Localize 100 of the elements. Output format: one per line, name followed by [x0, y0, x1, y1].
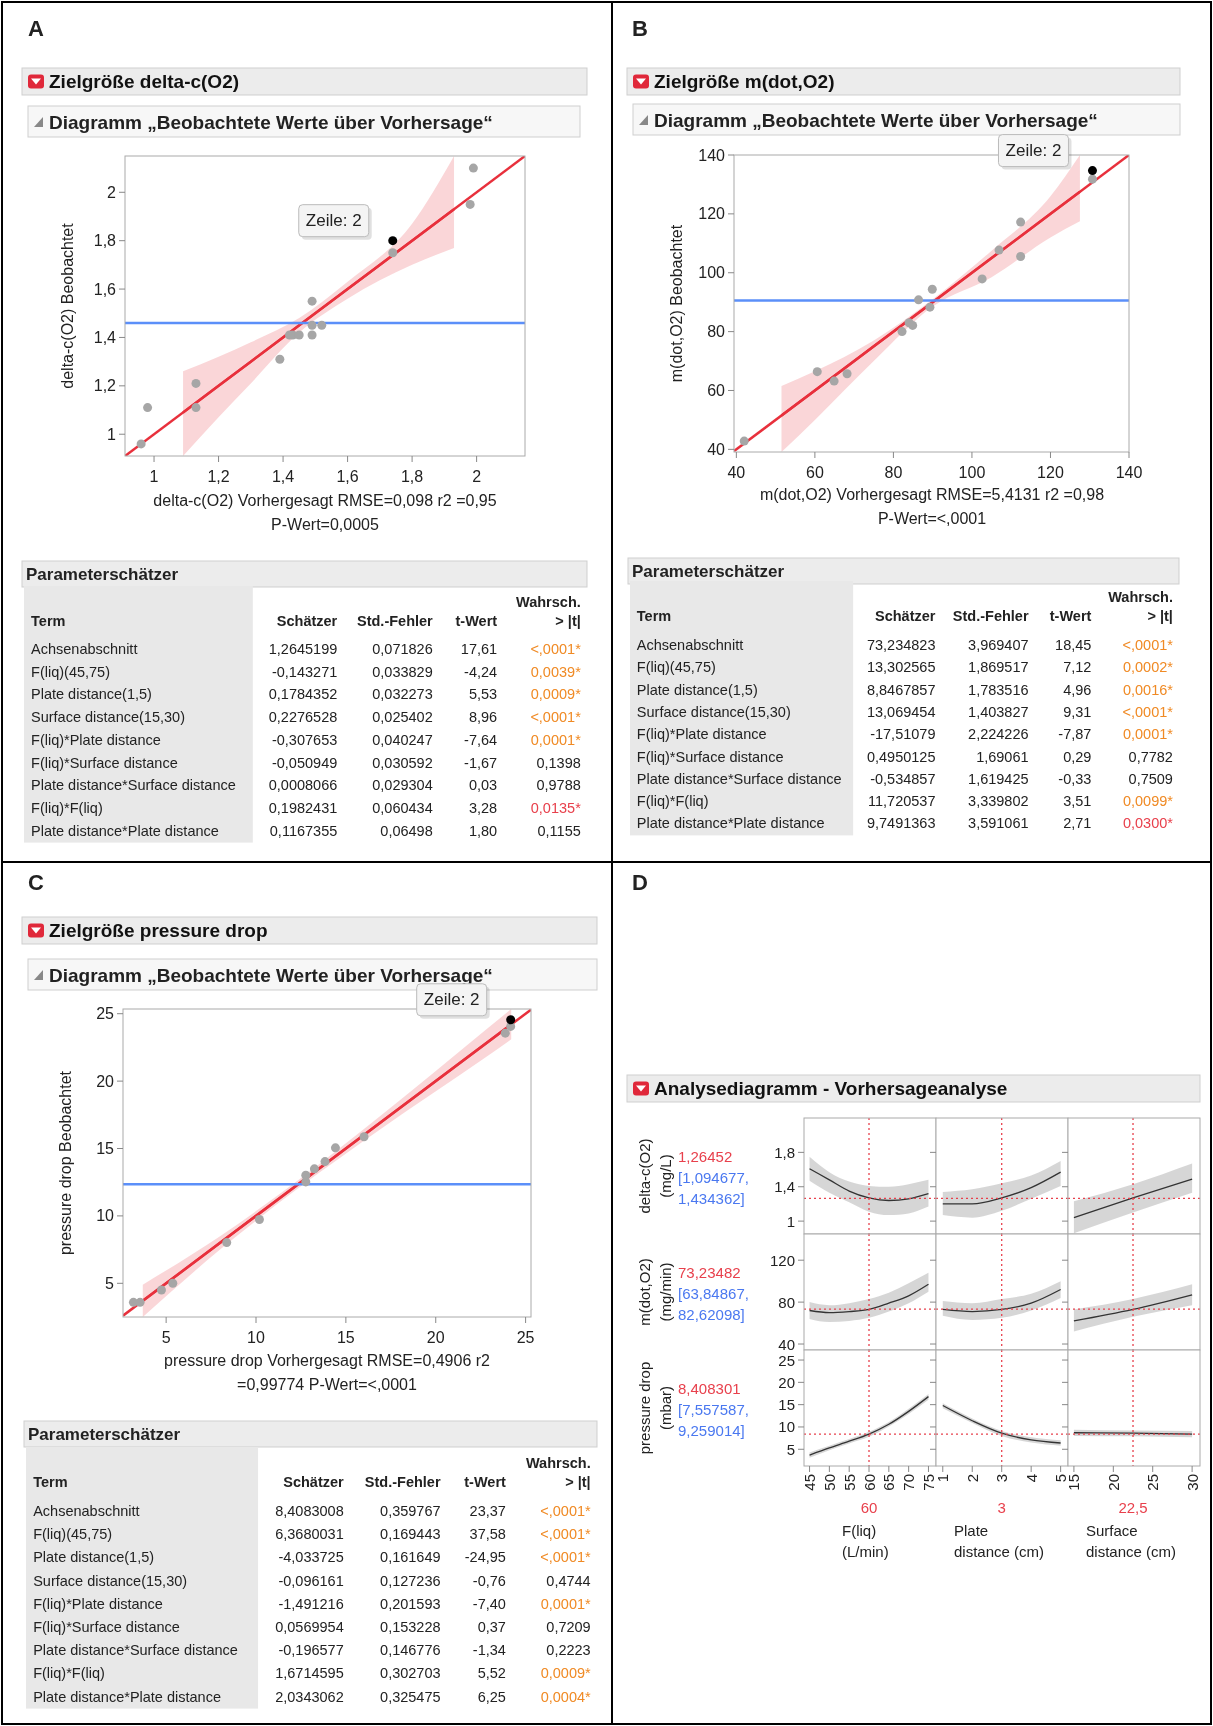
text: 0,033829	[372, 663, 433, 680]
text: C	[28, 870, 44, 895]
x-tick-label: 3	[993, 1474, 1011, 1483]
text: -4,033725	[278, 1549, 344, 1566]
y-axis-title: pressure drop Beobachtet	[57, 1070, 74, 1256]
text: 1,6714595	[275, 1665, 344, 1682]
text: 17,61	[460, 641, 498, 657]
x-tick-label: 25	[516, 1329, 535, 1346]
y-axis-title: m(dot,O2) (mg/min)	[636, 1258, 674, 1326]
x-tick-label: 80	[884, 464, 903, 481]
text: 8,96	[468, 709, 498, 726]
ref-line-label: 22,5	[1118, 1498, 1148, 1516]
category-label: Std.-Fehler	[357, 613, 434, 629]
y-tick-label: 1,8	[93, 232, 117, 250]
text: 0,127236	[380, 1572, 441, 1589]
y-tick-label: 120	[698, 205, 726, 223]
chart-subtitle: Diagramm „Beobachtete Werte über Vorhersage“	[49, 111, 493, 133]
text: 0,0001*	[530, 731, 581, 748]
y-tick-label: 80	[707, 323, 726, 341]
x-tick-label: 1,6	[336, 468, 359, 485]
category-label: Achsenabschnitt	[31, 641, 138, 657]
y-tick-label: 5	[105, 1274, 115, 1292]
x-axis-title: pressure drop Vorhergesagt RMSE=0,4906 r2 =0,99774 P-Wert=<,0001	[164, 1352, 491, 1393]
text: 0,201593	[380, 1595, 441, 1612]
text: -4,24	[464, 663, 498, 680]
text: 0,9788	[536, 777, 581, 794]
y-tick-label: 5	[786, 1440, 795, 1458]
text: -0,33	[1058, 770, 1092, 787]
text: 0,7782	[1128, 748, 1173, 765]
category-label: Schätzer	[283, 1474, 345, 1490]
category-label: t-Wert	[455, 613, 498, 629]
text: -0,76	[472, 1572, 506, 1589]
text: <,0001*	[540, 1526, 591, 1543]
y-tick-label: 40	[707, 440, 726, 458]
text: -1,34	[472, 1642, 506, 1659]
y-tick-label: 140	[698, 146, 726, 164]
text: 3,28	[468, 799, 498, 816]
y-tick-label: 80	[778, 1293, 795, 1311]
text: 0,0300*	[1122, 815, 1173, 832]
text: 0,302703	[380, 1665, 441, 1682]
category-label: F(liq)*Plate distance	[31, 731, 161, 748]
x-tick-label: 75	[919, 1474, 937, 1491]
text: A	[28, 16, 44, 41]
text: 5,52	[477, 1665, 506, 1682]
x-tick-label: 2	[963, 1474, 981, 1483]
text: 4,96	[1063, 681, 1092, 698]
x-tick-label: 120	[1037, 464, 1064, 481]
x-tick-label: 140	[1115, 464, 1143, 481]
text: -0,534857	[870, 770, 936, 787]
category-label: Plate distance*Plate distance	[31, 822, 219, 839]
category-label: F(liq)*Surface distance	[31, 754, 178, 771]
text: Parameterschätzer	[26, 564, 179, 584]
category-label: Surface distance(15,30)	[636, 703, 791, 720]
text: -7,87	[1058, 726, 1092, 743]
text: 0,0002*	[1122, 659, 1173, 676]
ref-line-label: 3	[997, 1498, 1006, 1516]
category-label: Surface distance(15,30)	[31, 709, 185, 726]
ref-line-label: 73,23482	[678, 1263, 741, 1281]
y-tick-label: 100	[698, 264, 726, 282]
text: 0,029304	[372, 777, 433, 794]
y-tick-label: 1,8	[774, 1143, 795, 1161]
x-tick-label: 10	[247, 1329, 265, 1346]
text: 1,783516	[968, 681, 1029, 698]
x-axis-title: Plate distance (cm)	[954, 1521, 1045, 1560]
category-label: Wahrsch. > |t|	[516, 594, 581, 629]
text: 18,45	[1055, 637, 1092, 653]
x-axis-title: F(liq) (L/min)	[842, 1521, 889, 1560]
x-tick-label: 60	[805, 464, 824, 481]
text: 0,29	[1063, 748, 1092, 765]
text: 23,37	[469, 1503, 506, 1519]
category-label: Schätzer	[875, 608, 936, 624]
text: -0,307653	[271, 731, 338, 748]
x-tick-label: 30	[1183, 1474, 1201, 1491]
x-tick-label: 70	[900, 1474, 918, 1491]
x-tick-label: 4	[1022, 1474, 1040, 1483]
text: -0,096161	[278, 1572, 344, 1589]
text: 0,030592	[372, 754, 433, 771]
text: 8,8467857	[866, 681, 936, 698]
text: 0,169443	[380, 1526, 441, 1543]
text: -0,196577	[278, 1642, 344, 1659]
category-label: t-Wert	[1049, 608, 1092, 624]
y-tick-label: 1,6	[93, 280, 117, 298]
text: <,0001*	[1122, 637, 1173, 653]
text: 0,146776	[380, 1642, 441, 1659]
y-tick-label: 25	[96, 1005, 115, 1023]
y-tick-label: 15	[778, 1396, 795, 1414]
x-tick-label: 50	[820, 1474, 838, 1491]
category-label: Term	[636, 608, 672, 624]
text: 0,1982431	[268, 799, 338, 816]
category-label: t-Wert	[464, 1474, 507, 1490]
text: 6,3680031	[275, 1526, 344, 1543]
text: 0,040247	[372, 731, 433, 748]
category-label: Plate distance(1,5)	[33, 1549, 155, 1566]
text: 0,2223	[546, 1642, 591, 1659]
text: -7,40	[472, 1595, 506, 1612]
category-label: Plate distance*Surface distance	[31, 777, 236, 794]
text: 0,025402	[372, 709, 433, 726]
x-tick-label: 1,8	[400, 468, 424, 485]
x-tick-label: 2	[472, 468, 482, 485]
x-tick-label: 1	[934, 1474, 952, 1483]
